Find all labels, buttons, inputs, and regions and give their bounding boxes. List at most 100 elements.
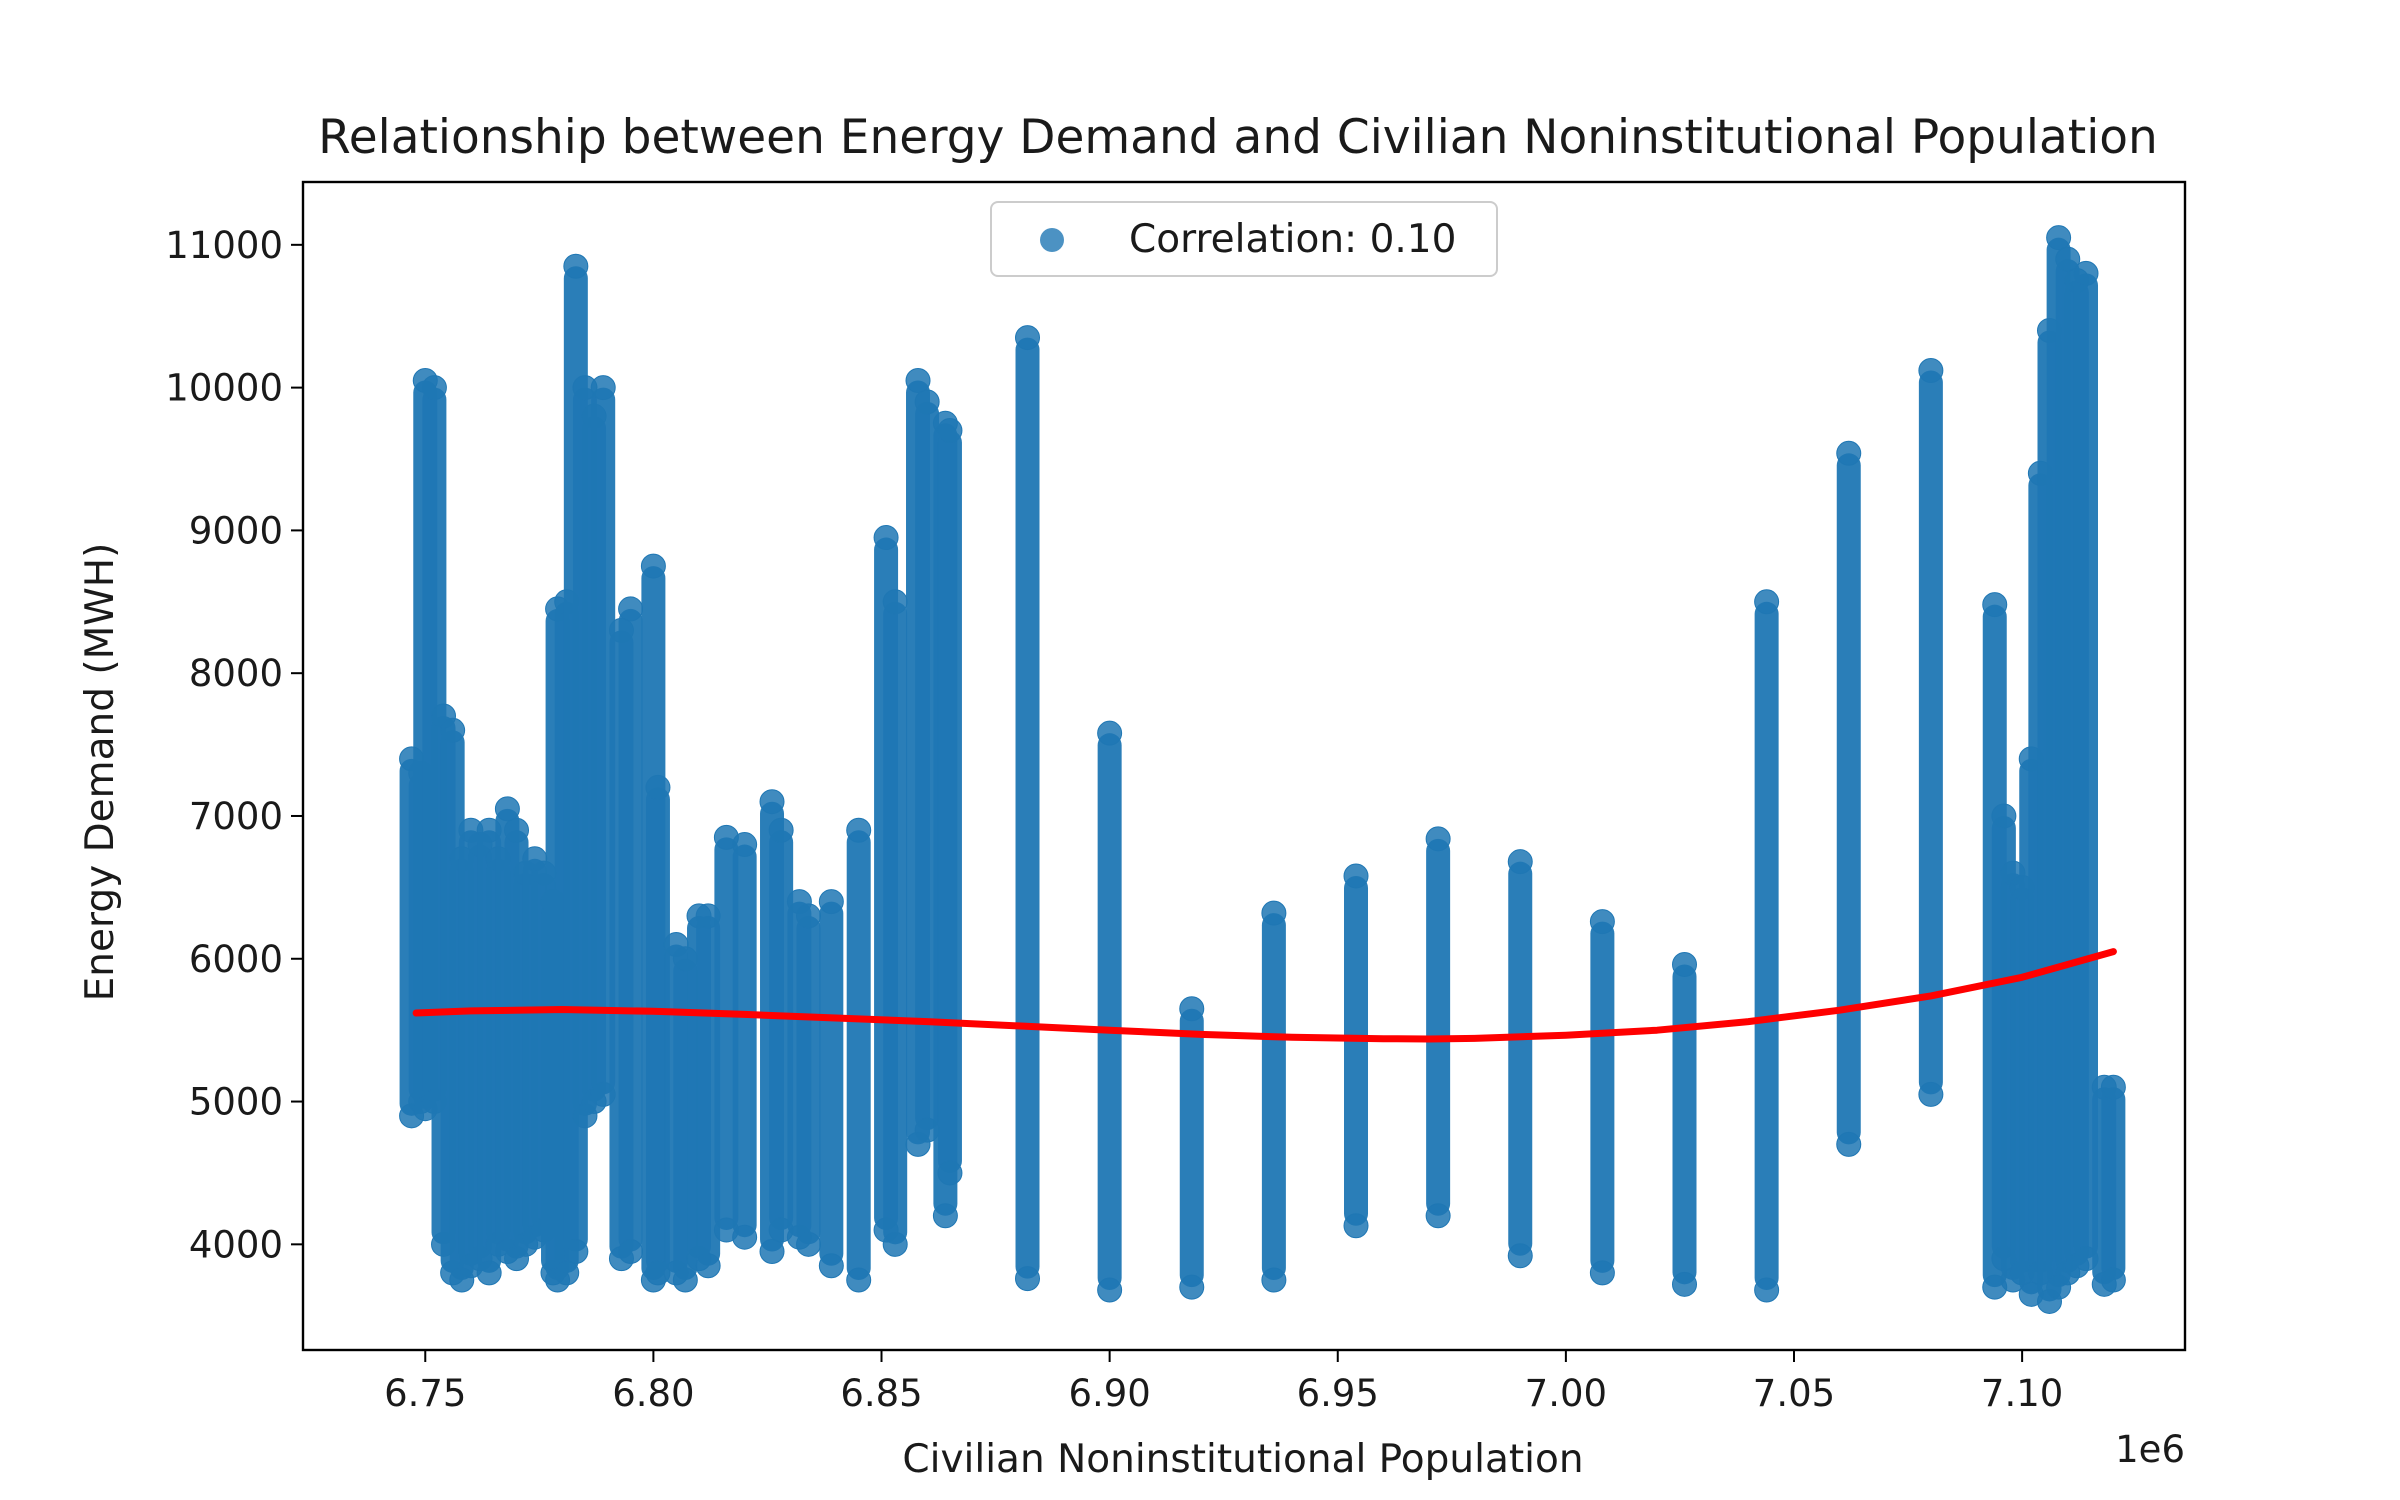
scatter-column: [1179, 996, 1205, 1300]
scatter-column: [882, 589, 908, 1257]
x-tick-label: 7.10: [1981, 1372, 2063, 1415]
scatter-point: [640, 553, 666, 579]
scatter-point: [1425, 826, 1451, 852]
scatter-column: [1754, 589, 1780, 1303]
fit-line-layer: [412, 948, 2117, 1043]
scatter-strip: [846, 830, 871, 1281]
scatter-column: [818, 889, 844, 1279]
y-axis-label: Energy Demand (MWH): [78, 543, 123, 1002]
scatter-strip: [1179, 1008, 1204, 1288]
scatter-strip: [714, 837, 739, 1231]
scatter-column: [618, 596, 644, 1264]
x-tick-label: 6.80: [612, 1372, 694, 1415]
scatter-point: [590, 375, 616, 401]
scatter-strip: [696, 915, 721, 1266]
scatter-point: [882, 589, 908, 615]
scatter-strip: [796, 915, 821, 1245]
scatter-column: [1589, 909, 1615, 1286]
scatter-column: [1343, 863, 1369, 1239]
scatter-point: [732, 1224, 758, 1250]
scatter-strip: [1672, 964, 1697, 1285]
scatter-point: [882, 1231, 908, 1257]
scatter-strip: [883, 601, 908, 1245]
scatter-point: [504, 817, 530, 843]
scatter-point: [1097, 1277, 1123, 1303]
scatter-strip: [1261, 913, 1286, 1281]
x-axis-offset-label: 1e6: [2115, 1428, 2185, 1471]
scatter-point: [645, 774, 671, 800]
scatter-point: [759, 1238, 785, 1264]
scatter-column: [1425, 826, 1451, 1229]
y-tick-label: 6000: [189, 938, 283, 981]
scatter-point: [1991, 803, 2017, 829]
scatter-strip: [591, 387, 616, 1095]
scatter-point: [618, 596, 644, 622]
scatter-point: [1754, 1277, 1780, 1303]
scatter-strip: [1508, 861, 1533, 1256]
scatter-point: [476, 1260, 502, 1286]
scatter-point: [937, 417, 963, 443]
scatter-point: [1179, 1274, 1205, 1300]
scatter-column: [768, 817, 794, 1243]
scatter-point: [1097, 720, 1123, 746]
x-tick-label: 6.95: [1297, 1372, 1379, 1415]
scatter-point: [1672, 1271, 1698, 1297]
scatter-point: [759, 789, 785, 815]
scatter-strip: [2101, 1087, 2126, 1281]
chart-title: Relationship between Energy Demand and C…: [318, 110, 2158, 165]
x-tick-label: 7.00: [1525, 1372, 1607, 1415]
scatter-strip: [915, 401, 940, 1131]
scatter-point: [937, 1160, 963, 1186]
scatter-point: [695, 1253, 721, 1279]
scatter-point: [494, 796, 520, 822]
y-tick-label: 7000: [189, 795, 283, 838]
scatter-column: [1672, 951, 1698, 1297]
scatter-point: [1015, 1266, 1041, 1292]
scatter-column: [2100, 1074, 2126, 1293]
scatter-point: [563, 1238, 589, 1264]
y-tick-label: 10000: [165, 367, 283, 410]
scatter-point: [1836, 1131, 1862, 1157]
scatter-column: [1507, 849, 1533, 1269]
scatter-column: [1261, 900, 1287, 1293]
scatter-point: [1015, 325, 1041, 351]
scatter-point: [818, 1253, 844, 1279]
scatter-strip: [1097, 733, 1122, 1291]
scatter-point: [1343, 1213, 1369, 1239]
x-axis-label: Civilian Noninstitutional Population: [902, 1437, 1583, 1482]
x-tick-label: 6.85: [840, 1372, 922, 1415]
scatter-point: [1672, 951, 1698, 977]
legend: Correlation: 0.10: [990, 201, 1498, 277]
scatter-point: [732, 832, 758, 858]
scatter-column: [1836, 440, 1862, 1157]
scatter-strip: [1754, 601, 1779, 1291]
scatter-point: [2100, 1074, 2126, 1100]
scatter-point: [2046, 225, 2072, 251]
scatter-column: [1097, 720, 1123, 1303]
scatter-point: [563, 253, 589, 279]
fit-line: [412, 948, 2117, 1043]
scatter-column: [1918, 357, 1944, 1107]
scatter-column: [1015, 325, 1041, 1292]
scatter-point: [796, 1231, 822, 1257]
x-tick-label: 6.90: [1068, 1372, 1150, 1415]
scatter-point: [1261, 900, 1287, 926]
y-tick-label: 4000: [189, 1223, 283, 1266]
scatter-strip: [2073, 273, 2098, 1259]
scatter-column: [590, 375, 616, 1107]
scatter-strip: [1590, 921, 1615, 1273]
scatter-point: [1343, 863, 1369, 889]
legend-entry-label: Correlation: 0.10: [1129, 217, 1456, 262]
scatter-column: [732, 832, 758, 1250]
scatter-point: [914, 389, 940, 415]
scatter-point: [618, 1238, 644, 1264]
scatter-point: [932, 1203, 958, 1229]
scatter-point: [905, 367, 931, 393]
scatter-strip: [1344, 875, 1369, 1226]
scatter-strip: [645, 787, 670, 1273]
scatter-point: [672, 1267, 698, 1293]
scatter-column: [914, 389, 940, 1143]
y-tick-label: 8000: [189, 652, 283, 695]
